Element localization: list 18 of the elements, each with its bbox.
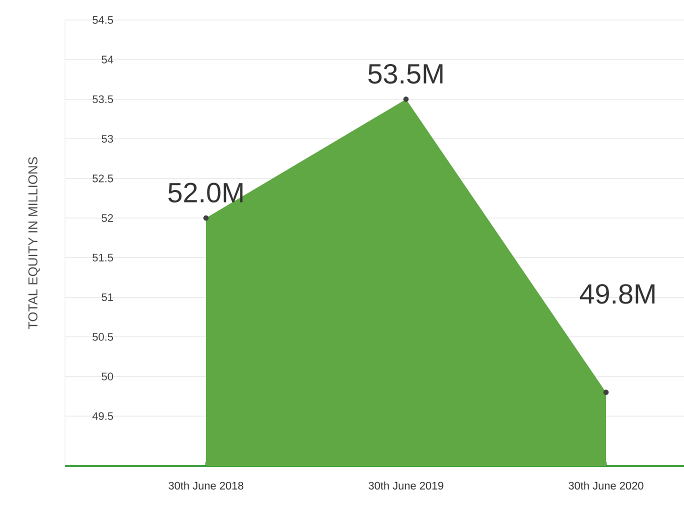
x-tick-label: 30th June 2018 (168, 482, 244, 490)
data-label: 49.8M (580, 284, 654, 304)
y-tick-label: 53 (102, 134, 113, 143)
y-tick-label: 49.5 (92, 412, 114, 420)
y-tick-label: 54.5 (92, 16, 114, 24)
y-tick-label: 53.5 (92, 95, 114, 104)
y-tick-label: 50.5 (92, 333, 114, 341)
y-tick-label: 54 (102, 56, 114, 64)
y-axis-title: TOTAL EQUITY IN MILLIONS (28, 157, 40, 330)
y-tick-label: 52 (102, 214, 113, 222)
x-tick-label: 30th June 2020 (568, 482, 644, 490)
y-tick-label: 51 (102, 293, 113, 302)
y-tick-label: 50 (102, 372, 114, 380)
x-tick-label: 30th June 2019 (368, 482, 444, 490)
data-label: 53.5M (368, 64, 442, 84)
data-label: 52.0M (168, 182, 242, 203)
y-tick-label: 51.5 (92, 254, 114, 262)
y-tick-label: 52.5 (92, 174, 114, 182)
